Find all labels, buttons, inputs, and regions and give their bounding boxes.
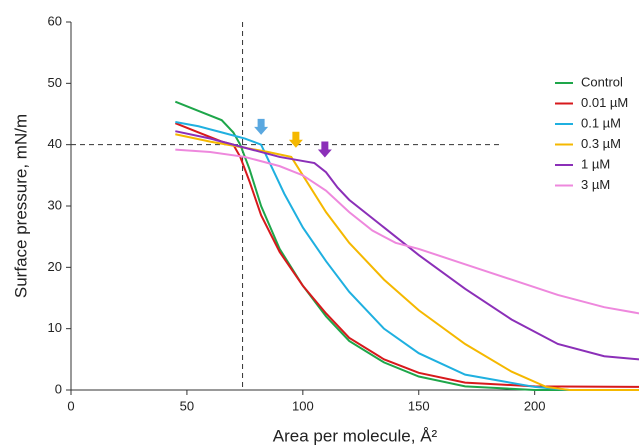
legend-label: 0.3 µM xyxy=(581,136,621,151)
x-axis-title: Area per molecule, Å² xyxy=(273,426,438,445)
legend-label: 1 µM xyxy=(581,156,610,171)
y-tick-label: 40 xyxy=(48,136,62,151)
series-line xyxy=(175,133,639,391)
x-tick-label: 50 xyxy=(180,398,194,413)
legend-label: 3 µM xyxy=(581,177,610,192)
legend-label: 0.1 µM xyxy=(581,115,621,130)
x-tick-label: 0 xyxy=(67,398,74,413)
arrow xyxy=(288,131,303,148)
series-line xyxy=(175,120,639,391)
y-tick-label: 0 xyxy=(55,381,62,396)
arrow xyxy=(254,118,269,135)
y-tick-label: 10 xyxy=(48,320,62,335)
series-line xyxy=(175,148,639,315)
legend-label: Control xyxy=(581,74,623,89)
y-tick-label: 30 xyxy=(48,197,62,212)
series-line xyxy=(175,130,639,361)
y-axis-title: Surface pressure, mN/m xyxy=(11,114,30,298)
x-tick-label: 150 xyxy=(408,398,430,413)
y-tick-label: 60 xyxy=(48,13,62,28)
legend-label: 0.01 µM xyxy=(581,95,628,110)
x-tick-label: 200 xyxy=(524,398,546,413)
y-tick-label: 20 xyxy=(48,259,62,274)
arrow xyxy=(317,141,332,158)
x-tick-label: 100 xyxy=(292,398,314,413)
y-tick-label: 50 xyxy=(48,75,62,90)
